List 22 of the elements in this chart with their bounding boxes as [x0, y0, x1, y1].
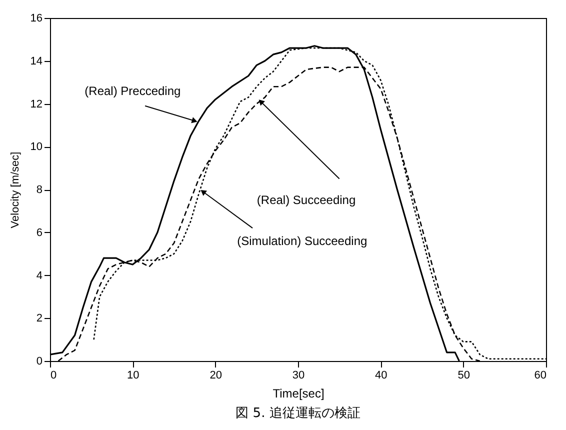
annotation: (Simulation) Succeeding [237, 234, 368, 248]
x-tick-label: 30 [292, 370, 305, 382]
y-tick-label: 4 [36, 270, 42, 282]
y-tick-label: 10 [30, 141, 42, 154]
y-tick-label: 16 [30, 12, 42, 24]
x-axis-title: Time[sec] [272, 386, 324, 400]
text: 図 5. 追従運転の検証 [236, 406, 360, 421]
y-tick-label: 14 [30, 55, 42, 68]
annotation: (Real) Succeeding [256, 193, 356, 208]
x-tick-label: 40 [375, 370, 388, 382]
y-tick-label: 2 [36, 312, 42, 325]
y-tick-label: 12 [30, 98, 42, 110]
annotation: (Real) Precceding [84, 84, 181, 98]
x-tick-label: 20 [210, 370, 222, 382]
y-tick-label: 6 [36, 226, 42, 239]
x-tick-label: 50 [458, 370, 470, 382]
y-tick-label: 0 [36, 356, 42, 368]
y-tick-label: 8 [36, 184, 42, 196]
x-tick-label: 0 [50, 370, 57, 382]
x-tick-label: 60 [534, 370, 546, 382]
y-axis-title: Velocity [m/sec] [9, 152, 22, 228]
x-tick-label: 10 [127, 370, 140, 382]
